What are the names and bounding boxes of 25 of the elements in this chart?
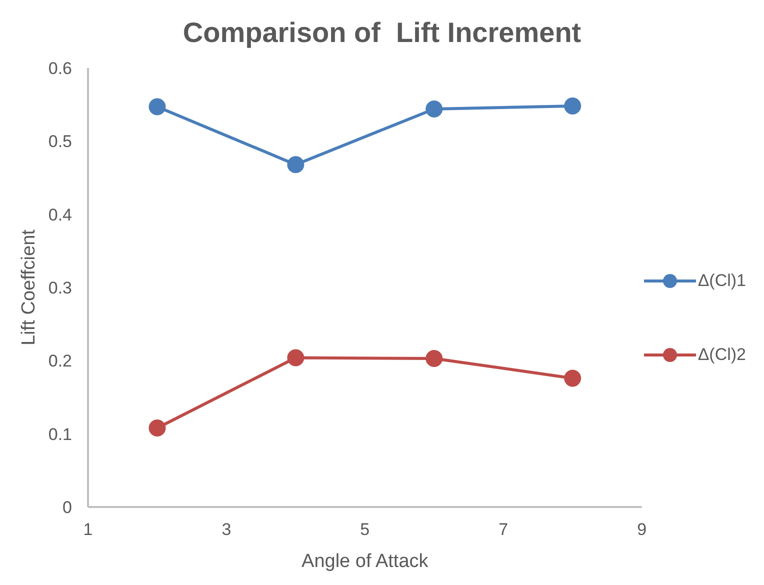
- y-tick-label: 0.5: [48, 132, 72, 152]
- x-tick-label: 5: [360, 520, 370, 540]
- point: [287, 156, 304, 174]
- y-tick-label: 0: [62, 498, 72, 518]
- y-tick-label: 0.1: [48, 424, 72, 444]
- x-tick-label: 1: [83, 520, 93, 540]
- chart-title: Comparison of Lift Increment: [182, 16, 582, 50]
- point: [426, 350, 443, 367]
- point: [287, 349, 304, 366]
- x-tick-label: 7: [498, 520, 508, 540]
- legend-label: Δ(Cl)2: [698, 344, 746, 364]
- x-tick-label: 9: [637, 520, 647, 540]
- y-tick-label: 0.2: [48, 352, 72, 371]
- legend-label: Δ(Cl)1: [698, 270, 746, 290]
- y-tick-label: 0.3: [48, 278, 72, 298]
- y-tick-label: 0.4: [48, 205, 72, 224]
- point: [564, 370, 582, 387]
- y-axis-title: Lift Coeffcient: [18, 228, 40, 346]
- y-tick-label: 0.6: [48, 59, 72, 78]
- point: [148, 98, 166, 116]
- x-axis-title: Angle of Attack: [302, 551, 429, 572]
- point: [426, 100, 443, 118]
- point: [564, 98, 582, 115]
- point: [148, 419, 166, 436]
- x-tick-label: 3: [222, 520, 232, 540]
